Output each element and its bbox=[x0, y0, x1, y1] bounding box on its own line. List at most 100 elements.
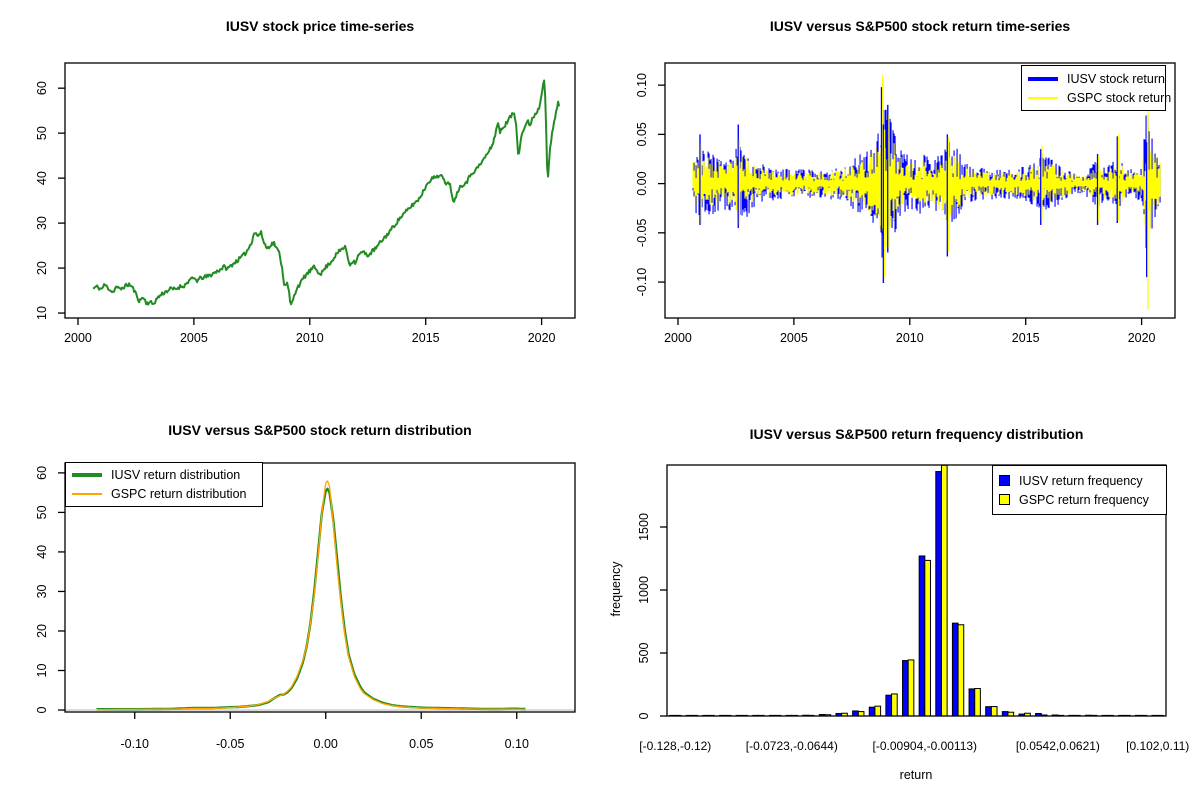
x-tick-label: 0.05 bbox=[409, 737, 433, 751]
price-plot-svg: 2000 2005 2010 2015 2020 10 20 30 40 50 60 bbox=[35, 62, 576, 345]
y-tick-label: 50 bbox=[35, 505, 49, 519]
bar-iusv-return-frequency bbox=[1001, 711, 1009, 717]
legend-line-swatch-icon bbox=[72, 473, 102, 477]
legend-square-swatch-icon bbox=[999, 494, 1010, 505]
x-tick-label: 2005 bbox=[780, 331, 808, 345]
y-tick-label: 1500 bbox=[637, 513, 651, 541]
x-tick-label: 2015 bbox=[1012, 331, 1040, 345]
series-iusv-adjusted-close-price bbox=[92, 79, 561, 306]
y-tick-label: 0.00 bbox=[635, 171, 649, 195]
legend-entry-label: IUSV stock return bbox=[1067, 71, 1165, 86]
y-tick-label: 0.10 bbox=[635, 73, 649, 97]
y-tick-label: 40 bbox=[35, 545, 49, 559]
x-tick-label: 2020 bbox=[528, 331, 556, 345]
y-tick-label: 0 bbox=[35, 707, 49, 714]
bar-iusv-return-frequency bbox=[868, 706, 876, 717]
y-tick-label: 60 bbox=[35, 466, 49, 480]
legend-square-swatch-icon bbox=[999, 475, 1010, 486]
density-chart-title: IUSV versus S&P500 stock return distribu… bbox=[168, 422, 472, 438]
legend-entry: GSPC return frequency bbox=[999, 492, 1160, 508]
x-tick-label: 0.00 bbox=[314, 737, 338, 751]
legend-line-swatch-icon bbox=[72, 493, 102, 495]
bar-gspc-return-frequency bbox=[990, 706, 998, 717]
frequency-chart-xlabel: return bbox=[899, 768, 933, 782]
frequency-chart-title: IUSV versus S&P500 return frequency dist… bbox=[749, 426, 1084, 442]
x-tick-label: 2020 bbox=[1128, 331, 1156, 345]
legend-entry: GSPC return distribution bbox=[72, 486, 256, 502]
y-tick-label: 30 bbox=[35, 216, 49, 230]
legend-entry: IUSV stock return bbox=[1028, 71, 1165, 87]
y-tick-label: 10 bbox=[35, 306, 49, 320]
legend-entry: IUSV return distribution bbox=[72, 467, 256, 483]
x-tick-label: 2005 bbox=[180, 331, 208, 345]
y-tick-label: 50 bbox=[35, 126, 49, 140]
density-legend: IUSV return distribution GSPC return dist… bbox=[65, 462, 263, 507]
x-tick-label: -0.05 bbox=[216, 737, 245, 751]
series-gspc-return-distribution bbox=[96, 480, 526, 711]
y-tick-label: 0.05 bbox=[635, 122, 649, 146]
bin-tick-label: [0.102,0.11) bbox=[1126, 739, 1189, 753]
legend-entry: GSPC stock return bbox=[1028, 90, 1171, 106]
price-chart-title: IUSV stock price time-series bbox=[225, 18, 415, 34]
bar-gspc-return-frequency bbox=[907, 659, 915, 717]
bar-gspc-return-frequency bbox=[891, 693, 898, 717]
x-tick-label: 2015 bbox=[412, 331, 440, 345]
bar-iusv-return-frequency bbox=[852, 710, 859, 717]
y-tick-label: 10 bbox=[35, 664, 49, 678]
legend-entry: IUSV return frequency bbox=[999, 473, 1160, 489]
y-tick-label: 500 bbox=[637, 643, 651, 664]
y-tick-label: -0.05 bbox=[635, 219, 649, 248]
y-tick-label: 60 bbox=[35, 81, 49, 95]
plot-box bbox=[64, 462, 576, 713]
y-tick-label: 1000 bbox=[637, 576, 651, 604]
y-tick-label: 40 bbox=[35, 171, 49, 185]
bar-gspc-return-frequency bbox=[874, 705, 882, 717]
plot-box bbox=[64, 62, 576, 319]
legend-entry-label: IUSV return distribution bbox=[111, 468, 241, 482]
legend-entry-label: GSPC return distribution bbox=[111, 487, 247, 501]
returns-plot-svg: 2000 2005 2010 2015 2020 -0.10 -0.05 0.00 0.05 0.… bbox=[635, 62, 1176, 345]
bin-tick-label: [0.0542,0.0621) bbox=[1016, 739, 1100, 753]
x-tick-label: 2010 bbox=[296, 331, 324, 345]
bar-iusv-return-frequency bbox=[968, 688, 976, 717]
bar-gspc-return-frequency bbox=[957, 624, 965, 717]
y-tick-label: 20 bbox=[35, 624, 49, 638]
series-gspc-stock-return bbox=[692, 132, 1161, 248]
legend-entry-label: GSPC return frequency bbox=[1019, 492, 1149, 507]
x-tick-label: 0.10 bbox=[505, 737, 529, 751]
bin-tick-label: [-0.00904,-0.00113) bbox=[873, 739, 978, 753]
x-tick-label: 2000 bbox=[664, 331, 692, 345]
bar-gspc-return-frequency bbox=[857, 711, 865, 717]
bar-iusv-return-frequency bbox=[918, 555, 926, 717]
plot-box bbox=[664, 62, 1176, 319]
legend-entry-label: IUSV return frequency bbox=[1019, 473, 1143, 488]
bar-iusv-return-frequency bbox=[985, 706, 992, 717]
bin-tick-label: [-0.0723,-0.0644) bbox=[746, 739, 838, 753]
x-tick-label: 2000 bbox=[64, 331, 92, 345]
legend-entry-label: GSPC stock return bbox=[1067, 90, 1172, 105]
bin-tick-label: [-0.128,-0.12) bbox=[639, 739, 711, 753]
bar-gspc-return-frequency bbox=[974, 688, 981, 717]
frequency-legend: IUSV return frequency GSPC return frequen… bbox=[992, 465, 1167, 515]
x-tick-label: -0.10 bbox=[120, 737, 149, 751]
bar-groups bbox=[669, 464, 1164, 717]
density-plot-svg: -0.10 -0.05 0.00 0.05 0.10 0 10 20 30 40 50 60 bbox=[35, 462, 576, 751]
bar-iusv-return-frequency bbox=[902, 660, 909, 717]
returns-legend: IUSV stock return GSPC stock return bbox=[1021, 65, 1171, 111]
y-tick-label: 30 bbox=[35, 584, 49, 598]
bar-iusv-return-frequency bbox=[885, 694, 893, 717]
series-iusv-return-distribution bbox=[96, 487, 526, 711]
y-tick-label: 20 bbox=[35, 261, 49, 275]
bar-iusv-return-frequency bbox=[951, 622, 959, 717]
y-tick-label: 0 bbox=[637, 712, 651, 719]
bar-gspc-return-frequency bbox=[924, 559, 931, 717]
y-tick-label: -0.10 bbox=[635, 268, 649, 297]
legend-line-swatch-icon bbox=[1028, 76, 1058, 81]
x-tick-label: 2010 bbox=[896, 331, 924, 345]
bar-iusv-return-frequency bbox=[935, 471, 942, 717]
legend-line-swatch-icon bbox=[1028, 96, 1058, 99]
bar-gspc-return-frequency bbox=[940, 464, 948, 717]
returns-chart-title: IUSV versus S&P500 stock return time-ser… bbox=[769, 18, 1071, 34]
frequency-plot-svg: [-0.128,-0.12) [-0.0723,-0.0644) [-0.00904… bbox=[637, 464, 1189, 753]
